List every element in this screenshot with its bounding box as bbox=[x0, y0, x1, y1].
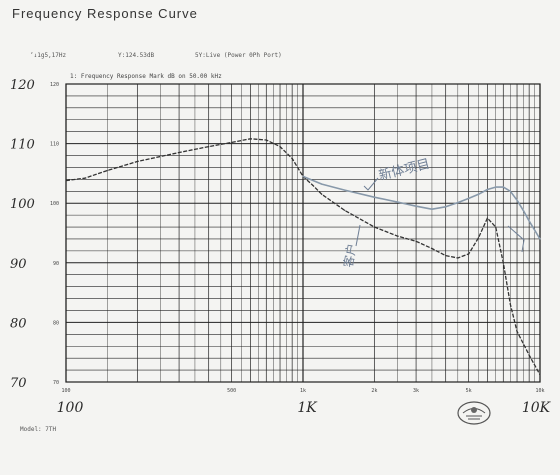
series-point bbox=[431, 208, 433, 210]
series-point bbox=[495, 226, 497, 228]
chart-series bbox=[65, 138, 541, 376]
y-tick-label-handwritten: 80 bbox=[10, 316, 27, 331]
series-point bbox=[445, 255, 447, 257]
series-point bbox=[321, 183, 323, 185]
x-tick-label-printed: 100 bbox=[61, 388, 70, 394]
series-point bbox=[396, 201, 398, 203]
series-point bbox=[415, 205, 417, 207]
series-point bbox=[516, 330, 518, 332]
series-point bbox=[502, 262, 504, 264]
page-title: Frequency Response Curve bbox=[12, 6, 198, 21]
certification-stamp-icon bbox=[457, 401, 491, 425]
series-point bbox=[502, 186, 504, 188]
series-point bbox=[486, 188, 489, 191]
series-point bbox=[279, 145, 281, 148]
series-point bbox=[249, 138, 252, 140]
meta-right: 5Y:Live (Power 0Ph Port) bbox=[195, 52, 282, 59]
y-tick-label-handwritten: 110 bbox=[10, 138, 35, 153]
series-point bbox=[265, 139, 267, 141]
x-tick-label-handwritten: 1K bbox=[297, 400, 318, 416]
x-tick-label-printed: 5k bbox=[466, 388, 472, 394]
annotation-project: 新体项目 bbox=[377, 156, 431, 184]
series-point bbox=[528, 354, 530, 356]
x-tick-label-printed: 1k bbox=[300, 388, 306, 394]
series-point bbox=[84, 177, 86, 179]
series-point bbox=[415, 240, 417, 242]
x-tick-label-handwritten: 10K bbox=[522, 400, 552, 416]
series-point bbox=[178, 151, 180, 154]
series-point bbox=[486, 217, 489, 219]
series-point bbox=[321, 193, 323, 195]
x-tick-label-printed: 10k bbox=[535, 388, 544, 394]
series-point bbox=[509, 303, 511, 306]
series-point bbox=[373, 226, 375, 228]
series-point bbox=[509, 190, 511, 192]
y-tick-label-printed: 100 bbox=[50, 201, 59, 207]
series-point bbox=[528, 220, 530, 222]
x-tick-label-printed: 2k bbox=[371, 388, 377, 394]
series-line bbox=[65, 138, 541, 376]
x-tick-label-printed: 3k bbox=[413, 388, 419, 394]
series-point bbox=[539, 374, 541, 376]
series-point bbox=[477, 193, 480, 195]
model-footer: Model: 7TH bbox=[20, 426, 57, 433]
chart-header: 1: Frequency Response Mark dB on 50.00 k… bbox=[70, 73, 222, 80]
series-point bbox=[396, 235, 398, 237]
series-point bbox=[373, 196, 375, 198]
series-point bbox=[457, 257, 459, 259]
series-point bbox=[344, 209, 346, 211]
series-point bbox=[522, 209, 524, 211]
series-point bbox=[312, 184, 314, 186]
x-tick-label-printed: 500 bbox=[227, 388, 236, 394]
series-point bbox=[539, 238, 541, 240]
series-point bbox=[477, 237, 480, 239]
y-tick-label-printed: 120 bbox=[50, 82, 59, 88]
annotation-arrow bbox=[363, 177, 379, 191]
y-tick-label-printed: 110 bbox=[50, 142, 59, 148]
annotation-curve-end bbox=[507, 225, 525, 253]
y-tick-label-printed: 90 bbox=[53, 261, 59, 267]
annotation-customer: 客户 bbox=[340, 242, 359, 268]
chart-grid bbox=[65, 83, 541, 383]
series-line bbox=[302, 175, 541, 240]
series-point bbox=[431, 247, 433, 250]
series-point bbox=[516, 199, 518, 201]
y-tick-label-handwritten: 100 bbox=[10, 197, 35, 212]
series-point bbox=[208, 145, 210, 148]
x-tick-label-handwritten: 100 bbox=[57, 400, 84, 416]
series-point bbox=[344, 189, 346, 191]
series-point bbox=[445, 206, 447, 208]
series-point bbox=[468, 197, 470, 200]
series-point bbox=[291, 157, 293, 160]
y-tick-label-printed: 70 bbox=[53, 380, 59, 386]
y-tick-label-printed: 80 bbox=[53, 320, 59, 326]
series-point bbox=[468, 253, 470, 255]
series-point bbox=[107, 169, 109, 172]
series-point bbox=[231, 141, 233, 144]
meta-left: ‘↓1g5,17Hz bbox=[30, 52, 67, 59]
y-tick-label-handwritten: 120 bbox=[10, 78, 35, 93]
series-point bbox=[495, 186, 497, 188]
series-point bbox=[302, 175, 304, 177]
annotation-leader bbox=[355, 224, 361, 247]
y-tick-label-handwritten: 90 bbox=[10, 257, 27, 272]
y-tick-label-handwritten: 70 bbox=[10, 376, 27, 391]
series-point bbox=[65, 179, 67, 182]
series-point bbox=[136, 160, 138, 163]
meta-mid: Y:124.53dB bbox=[118, 52, 155, 59]
series-point bbox=[457, 202, 459, 204]
